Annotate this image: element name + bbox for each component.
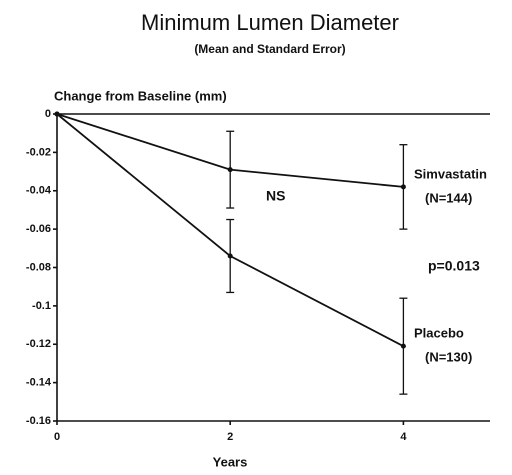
y-tick-label: -0.1 (32, 300, 51, 312)
y-tick-label: -0.16 (26, 415, 51, 427)
point (54, 111, 60, 117)
annotation: p=0.013 (428, 258, 480, 274)
y-axis-label: Change from Baseline (mm) (54, 88, 227, 103)
annotation: NS (266, 188, 285, 204)
series-note: (N=130) (425, 350, 472, 365)
y-tick-label: -0.06 (26, 223, 51, 235)
x-tick-label: 2 (227, 431, 233, 443)
series-label: Placebo (414, 326, 464, 341)
y-tick-label: 0 (45, 108, 51, 120)
x-tick-label: 4 (400, 431, 407, 443)
y-tick-label: -0.02 (26, 146, 51, 158)
chart-title: Minimum Lumen Diameter (141, 10, 399, 35)
series-note: (N=144) (425, 190, 472, 205)
y-tick-label: -0.08 (26, 261, 51, 273)
x-tick-label: 0 (54, 431, 60, 443)
y-tick-label: -0.14 (26, 377, 52, 389)
y-tick-label: -0.04 (26, 185, 52, 197)
chart-subtitle: (Mean and Standard Error) (194, 42, 345, 56)
x-axis-label: Years (213, 454, 248, 469)
series-label: Simvastatin (414, 166, 487, 181)
y-tick-label: -0.12 (26, 338, 51, 350)
